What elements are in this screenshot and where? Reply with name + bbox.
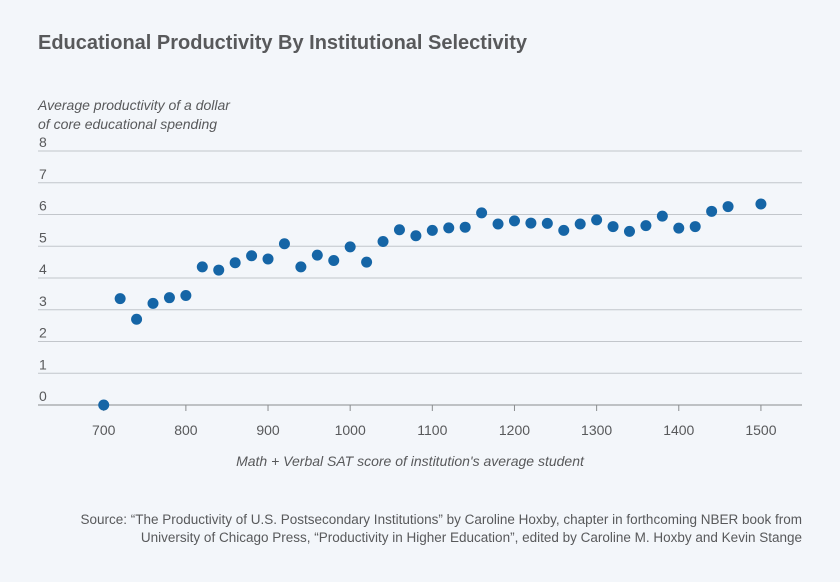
data-point xyxy=(163,292,175,304)
x-tick-label: 1200 xyxy=(499,422,530,438)
data-point xyxy=(755,198,767,210)
data-point xyxy=(492,218,504,230)
data-point xyxy=(213,264,225,276)
data-point xyxy=(229,257,241,269)
data-point xyxy=(426,224,438,236)
data-point xyxy=(706,205,718,217)
data-point xyxy=(114,293,126,305)
gridlines xyxy=(38,150,802,411)
x-tick-label: 1400 xyxy=(663,422,694,438)
data-point xyxy=(623,225,635,237)
data-point xyxy=(377,235,389,247)
chart-title: Educational Productivity By Institutiona… xyxy=(38,32,527,54)
y-axis-label-line-1: Average productivity of a dollar xyxy=(38,97,230,113)
data-point xyxy=(607,221,619,233)
data-points xyxy=(98,198,767,411)
data-point xyxy=(295,261,307,273)
data-point xyxy=(689,221,701,233)
x-tick-label: 900 xyxy=(256,422,280,438)
data-point xyxy=(656,210,668,222)
data-point xyxy=(361,256,373,268)
y-tick-label: 2 xyxy=(39,325,47,341)
data-point xyxy=(541,217,553,229)
data-point xyxy=(131,313,143,325)
data-point xyxy=(344,241,356,253)
data-point xyxy=(98,399,110,411)
data-point xyxy=(246,250,258,262)
y-axis-label: Average productivity of a dollar of core… xyxy=(38,96,230,134)
data-point xyxy=(574,218,586,230)
data-point xyxy=(476,207,488,219)
data-point xyxy=(459,221,471,233)
y-tick-label: 1 xyxy=(39,356,47,372)
data-point xyxy=(558,224,570,236)
x-tick-label: 700 xyxy=(92,422,116,438)
data-point xyxy=(443,222,455,234)
data-point xyxy=(147,297,159,309)
y-tick-label: 0 xyxy=(39,388,47,404)
data-point xyxy=(196,261,208,273)
source-line-1: Source: “The Productivity of U.S. Postse… xyxy=(80,512,802,527)
data-point xyxy=(328,255,340,267)
y-tick-labels: 0 1 2 3 4 5 6 7 8 xyxy=(39,134,47,404)
data-point xyxy=(525,217,537,229)
y-tick-label: 4 xyxy=(39,261,47,277)
source-note: Source: “The Productivity of U.S. Postse… xyxy=(22,511,802,547)
y-tick-label: 7 xyxy=(39,166,47,182)
data-point xyxy=(591,214,603,226)
data-point xyxy=(311,249,323,261)
y-tick-label: 6 xyxy=(39,198,47,214)
x-tick-label: 1000 xyxy=(335,422,366,438)
x-tick-label: 800 xyxy=(174,422,198,438)
data-point xyxy=(410,230,422,242)
source-line-2: University of Chicago Press, “Productivi… xyxy=(140,530,802,545)
data-point xyxy=(722,201,734,213)
data-point xyxy=(673,222,685,234)
y-tick-label: 8 xyxy=(39,134,47,150)
y-axis-label-line-2: of core educational spending xyxy=(38,116,218,132)
y-tick-label: 3 xyxy=(39,293,47,309)
data-point xyxy=(393,224,405,236)
x-tick-labels: 700 800 900 1000 1100 1200 1300 1400 1500 xyxy=(92,422,777,438)
data-point xyxy=(262,253,274,265)
data-point xyxy=(180,289,192,301)
data-point xyxy=(640,220,652,232)
x-tick-label: 1500 xyxy=(745,422,776,438)
x-tick-label: 1100 xyxy=(417,422,447,438)
x-axis-label: Math + Verbal SAT score of institution's… xyxy=(236,453,584,469)
data-point xyxy=(508,215,520,227)
data-point xyxy=(278,238,290,250)
x-tick-label: 1300 xyxy=(581,422,612,438)
y-tick-label: 5 xyxy=(39,229,47,245)
